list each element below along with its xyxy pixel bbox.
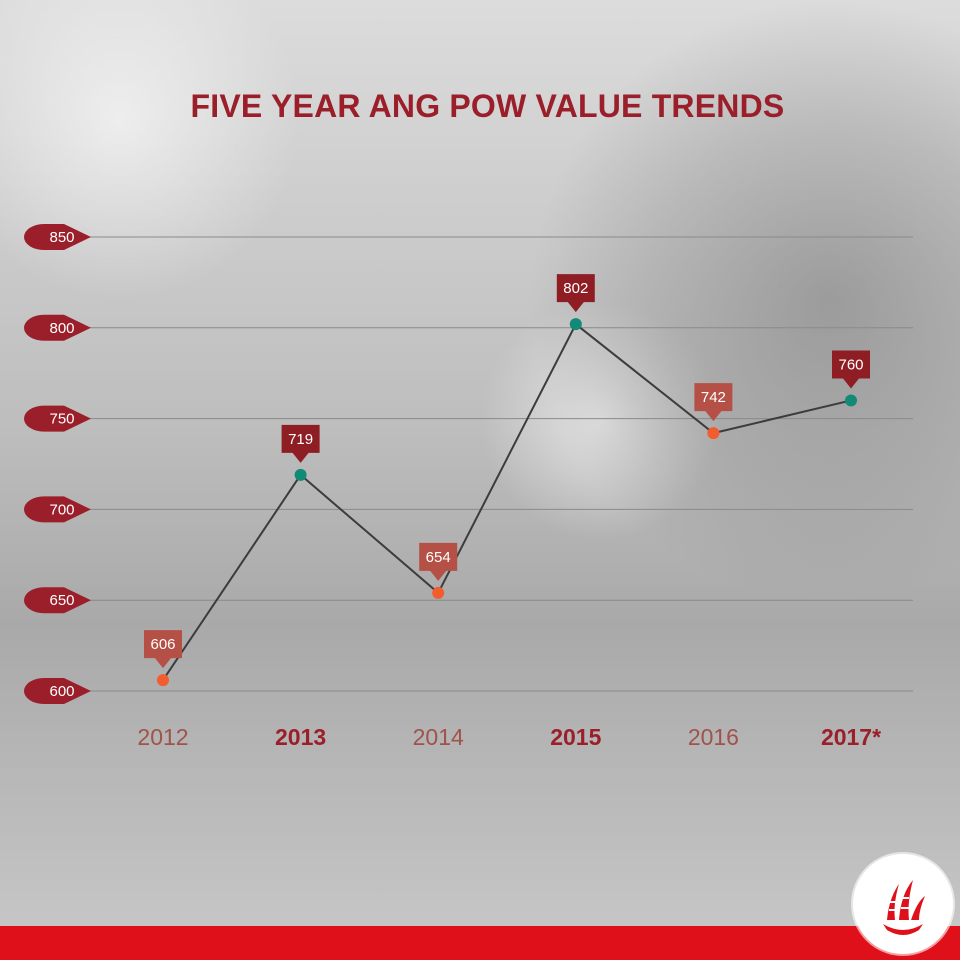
y-tick-tag: 700 — [23, 496, 91, 523]
value-callouts: 606 719 654 802 742 760 — [144, 274, 870, 669]
value-callout: 802 — [556, 274, 595, 313]
y-tick-label: 700 — [49, 501, 74, 518]
x-tick-label: 2017* — [821, 724, 881, 750]
value-callout-box — [144, 630, 182, 669]
y-tick-marker — [23, 496, 91, 523]
data-label: 802 — [563, 280, 588, 297]
y-tick-marker — [24, 405, 91, 432]
value-callout: 719 — [281, 424, 320, 463]
bank-logo — [853, 854, 953, 954]
value-callout-box — [419, 542, 458, 581]
data-point — [845, 394, 857, 407]
y-tick-tag: 850 — [24, 224, 91, 250]
data-label: 654 — [426, 549, 451, 566]
y-tick-tag: 750 — [24, 405, 91, 432]
y-tick-marker — [24, 678, 91, 704]
x-tick-label: 2013 — [275, 724, 326, 750]
y-tick-label: 850 — [49, 229, 74, 246]
y-tick-marker — [24, 224, 91, 250]
value-callout: 654 — [419, 542, 458, 581]
y-tick-label: 600 — [49, 683, 74, 700]
value-callout: 606 — [144, 630, 182, 669]
value-callout: 742 — [694, 383, 733, 422]
x-tick-label: 2014 — [413, 724, 464, 750]
y-tick-label: 750 — [49, 411, 74, 428]
x-tick-label: 2012 — [137, 724, 188, 750]
grid-lines — [90, 236, 913, 692]
data-label: 760 — [838, 356, 863, 373]
value-callout-box — [281, 424, 320, 463]
x-tick-label: 2016 — [688, 724, 739, 750]
y-axis-ticks: 600 650 700 750 800 850 — [23, 224, 91, 704]
data-point — [157, 674, 169, 687]
data-point — [294, 468, 307, 481]
x-tick-label: 2015 — [550, 724, 601, 750]
y-tick-tag: 650 — [24, 587, 91, 614]
x-axis-ticks: 2012 2013 2014 2015 2016 2017* — [137, 724, 881, 750]
data-label: 742 — [701, 389, 726, 406]
y-tick-marker — [24, 314, 91, 341]
data-point — [707, 427, 720, 440]
y-tick-label: 650 — [49, 592, 74, 609]
chart-title: FIVE YEAR ANG POW VALUE TRENDS — [190, 88, 785, 124]
value-callout-box — [832, 350, 870, 389]
ship-sail-icon — [883, 880, 925, 935]
data-points — [157, 318, 857, 687]
y-tick-tag: 600 — [24, 678, 91, 704]
data-label: 719 — [288, 431, 313, 448]
series-line-path — [162, 322, 852, 681]
value-callout-box — [694, 383, 733, 422]
data-point — [432, 586, 445, 599]
data-label: 606 — [150, 636, 175, 653]
data-point — [569, 318, 582, 331]
value-callout: 760 — [832, 350, 870, 389]
series-line — [162, 322, 852, 681]
footer-bar — [0, 926, 960, 960]
value-callout-box — [556, 274, 595, 313]
y-tick-tag: 800 — [24, 314, 91, 341]
y-tick-label: 800 — [49, 320, 74, 337]
y-tick-marker — [24, 587, 91, 614]
